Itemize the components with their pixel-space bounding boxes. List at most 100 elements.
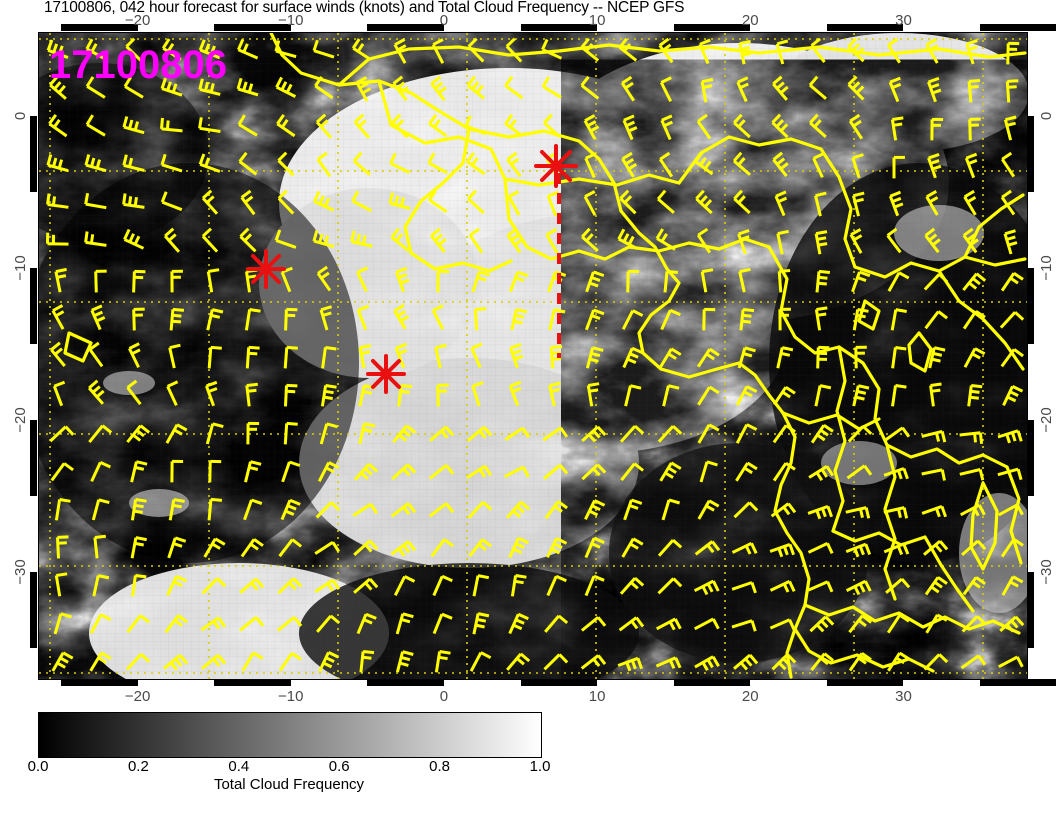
coastline-overlay xyxy=(63,33,1027,679)
map-plot-area[interactable]: 17100806 xyxy=(38,32,1028,680)
wind-barb xyxy=(201,227,219,253)
wind-barb xyxy=(122,154,145,172)
wind-barb xyxy=(732,151,751,176)
wind-barb xyxy=(428,190,448,214)
wind-barb xyxy=(621,309,644,330)
wind-barb xyxy=(543,113,561,139)
x-tick-top-20: 20 xyxy=(741,12,759,29)
map-clip xyxy=(39,33,1027,679)
wind-barb xyxy=(48,75,67,100)
wind-barb xyxy=(50,341,66,367)
x-tick-bottom-10: 10 xyxy=(588,688,606,705)
wind-barb xyxy=(696,347,720,368)
wind-barb xyxy=(436,269,450,293)
wind-barb xyxy=(960,654,987,670)
wind-barb xyxy=(170,269,183,293)
wind-barb xyxy=(429,425,455,442)
wind-barb xyxy=(1000,348,1024,368)
wind-barb xyxy=(697,499,720,520)
wind-barb xyxy=(132,307,145,331)
wind-barb xyxy=(201,653,227,670)
wind-barb xyxy=(546,190,560,217)
wind-barb xyxy=(852,384,870,407)
wind-barb xyxy=(84,154,107,173)
wind-barb xyxy=(808,75,827,100)
wind-barb xyxy=(352,502,379,517)
wind-barb xyxy=(87,379,105,405)
y-tick-left--30: −30 xyxy=(12,558,29,585)
wind-barb xyxy=(358,422,376,445)
map-svg xyxy=(39,33,1027,679)
wind-barb xyxy=(921,504,948,518)
wind-barb xyxy=(733,113,751,139)
wind-barb xyxy=(697,423,720,444)
wind-barb xyxy=(510,308,528,331)
wind-barb xyxy=(314,76,334,100)
wind-barb xyxy=(738,39,752,65)
wind-barb xyxy=(543,653,569,671)
wind-barb xyxy=(392,424,417,443)
wind-barb xyxy=(921,429,947,443)
wind-barb xyxy=(737,228,750,255)
marker-asterisk-2[interactable] xyxy=(246,249,286,289)
wind-barb xyxy=(170,459,184,483)
wind-barb xyxy=(434,650,451,673)
wind-barb xyxy=(735,461,758,482)
wind-barb xyxy=(125,653,151,671)
wind-barb xyxy=(92,574,110,597)
y-tick-right--20: −20 xyxy=(1038,406,1055,433)
wind-barb xyxy=(621,537,644,558)
wind-barb xyxy=(660,114,674,141)
wind-barb xyxy=(816,345,830,369)
wind-barb xyxy=(510,574,527,597)
wind-barb xyxy=(48,114,68,138)
wind-barb xyxy=(617,656,644,672)
wind-barb xyxy=(770,502,797,518)
wind-barb xyxy=(622,114,638,141)
wind-barb xyxy=(355,76,372,102)
wind-barb xyxy=(244,308,261,331)
wind-barb xyxy=(696,113,712,140)
wind-barb xyxy=(618,616,645,632)
wind-barb xyxy=(240,538,264,558)
wind-barb xyxy=(274,229,297,249)
wind-barb xyxy=(584,574,605,597)
colorbar-tick-0.2: 0.2 xyxy=(127,758,149,775)
wind-barb xyxy=(201,189,219,215)
wind-barb xyxy=(356,304,370,331)
wind-barb xyxy=(776,229,789,255)
wind-barb xyxy=(436,383,449,407)
wind-barb xyxy=(851,153,864,179)
wind-barb xyxy=(807,542,834,555)
wind-barb xyxy=(923,653,949,671)
wind-barb xyxy=(395,266,410,293)
wind-barb xyxy=(585,346,604,369)
marker-asterisk-3[interactable] xyxy=(366,354,406,394)
wind-barb xyxy=(960,503,986,517)
wind-barb xyxy=(276,616,303,632)
wind-barb xyxy=(392,75,409,102)
wind-barb xyxy=(388,192,411,211)
wind-barb xyxy=(886,227,902,254)
wind-barb xyxy=(432,612,453,635)
wind-barb xyxy=(580,616,607,632)
wind-barb xyxy=(962,309,986,330)
wind-barb xyxy=(619,576,645,595)
wind-barb xyxy=(891,346,907,369)
wind-barb xyxy=(283,345,298,369)
wind-barb xyxy=(128,342,141,368)
colorbar-tick-0.8: 0.8 xyxy=(429,758,451,775)
wind-barb xyxy=(395,612,414,635)
wind-barb xyxy=(731,581,757,594)
wind-barb xyxy=(46,39,69,59)
wind-barb xyxy=(160,77,183,97)
wind-barb xyxy=(623,498,643,521)
wind-barb xyxy=(277,151,295,177)
wind-barb xyxy=(965,39,978,65)
wind-barb xyxy=(997,429,1023,444)
wind-barb xyxy=(89,613,112,634)
marker-asterisk-1[interactable] xyxy=(534,144,578,188)
wind-barb xyxy=(771,113,789,139)
wind-barb xyxy=(316,614,341,633)
wind-barb xyxy=(924,310,949,330)
